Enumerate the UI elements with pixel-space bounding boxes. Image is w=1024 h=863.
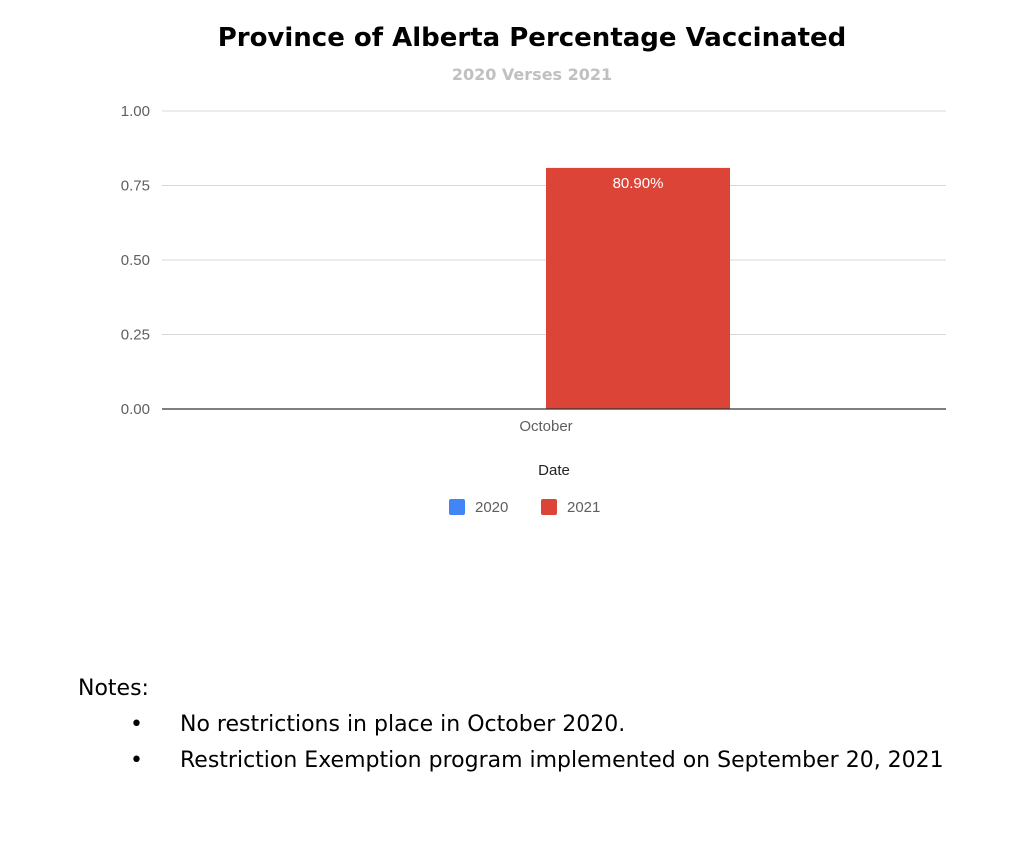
data-label: 80.90% bbox=[613, 175, 664, 192]
bar-2021 bbox=[546, 167, 730, 409]
notes-item: No restrictions in place in October 2020… bbox=[78, 707, 998, 743]
bars: 80.90% bbox=[546, 167, 730, 409]
notes-item: Restriction Exemption program implemente… bbox=[78, 743, 998, 779]
x-axis-ticks: October bbox=[519, 418, 572, 435]
legend-label: 2020 bbox=[475, 499, 508, 516]
y-axis-ticks: 0.00 0.25 0.50 0.75 1.00 bbox=[121, 103, 150, 418]
y-tick-label: 0.25 bbox=[121, 327, 150, 344]
y-tick-label: 0.00 bbox=[121, 401, 150, 418]
y-tick-label: 0.75 bbox=[121, 178, 150, 195]
x-axis-title: Date bbox=[538, 462, 570, 479]
chart-subtitle: 2020 Verses 2021 bbox=[452, 65, 612, 84]
y-tick-label: 0.50 bbox=[121, 252, 150, 269]
bar-chart: Province of Alberta Percentage Vaccinate… bbox=[121, 23, 946, 516]
legend-swatch bbox=[449, 499, 465, 515]
legend-swatch bbox=[541, 499, 557, 515]
notes-heading: Notes: bbox=[78, 676, 149, 701]
notes-section: Notes: No restrictions in place in Octob… bbox=[78, 676, 998, 779]
notes-list: No restrictions in place in October 2020… bbox=[78, 707, 998, 779]
x-tick-label: October bbox=[519, 418, 572, 435]
chart-title: Province of Alberta Percentage Vaccinate… bbox=[218, 23, 847, 53]
y-tick-label: 1.00 bbox=[121, 103, 150, 120]
legend: 2020 2021 bbox=[449, 499, 600, 516]
legend-label: 2021 bbox=[567, 499, 600, 516]
